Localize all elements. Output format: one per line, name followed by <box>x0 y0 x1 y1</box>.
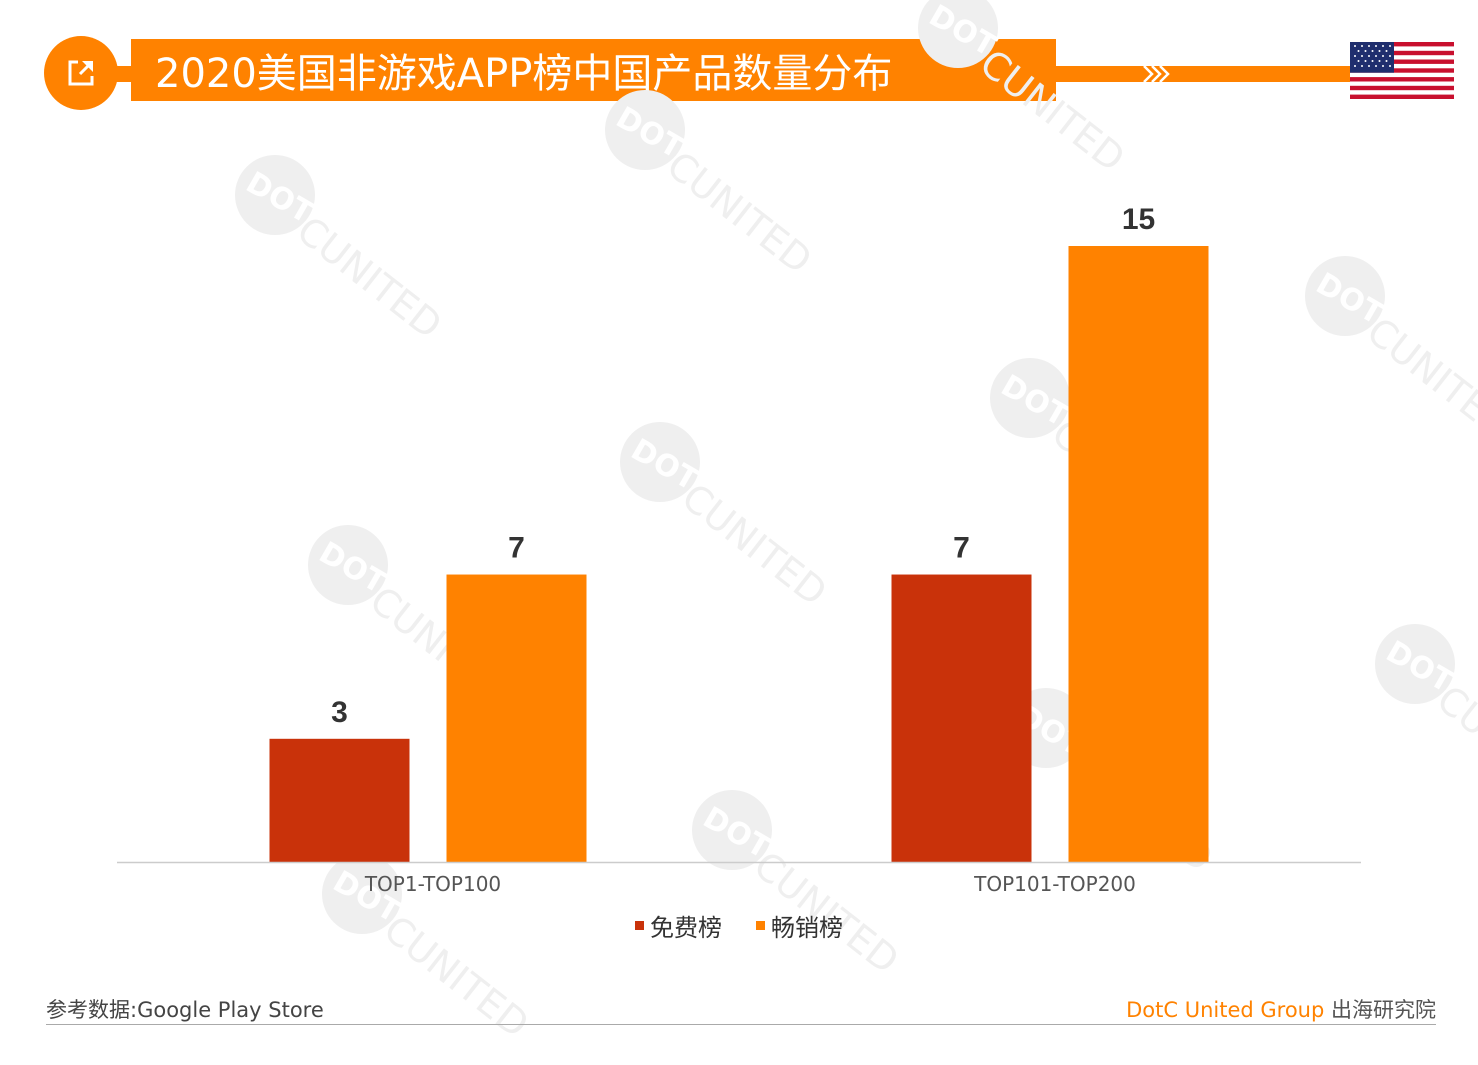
data-source: 参考数据:Google Play Store <box>46 998 324 1022</box>
bar-free-0 <box>269 738 410 862</box>
bar-grossing-1 <box>1068 246 1209 862</box>
brand-credit: DotC United Group 出海研究院 <box>1126 994 1436 1024</box>
legend-item-grossing: 畅销榜 <box>756 908 843 943</box>
data-label: 15 <box>1122 203 1155 236</box>
brand-name: DotC United Group <box>1126 998 1325 1022</box>
x-tick-label: TOP1-TOP100 <box>364 872 501 896</box>
bar-grossing-0 <box>446 574 587 862</box>
legend-swatch-free <box>635 921 644 930</box>
header-icon-badge <box>44 36 118 110</box>
data-label: 7 <box>508 532 525 565</box>
share-external-icon <box>68 60 94 86</box>
legend-item-free: 免费榜 <box>635 908 722 943</box>
chevron-right-icon <box>1143 65 1170 83</box>
header-title-box: 2020美国非游戏APP榜中国产品数量分布 <box>131 39 1056 101</box>
legend-swatch-grossing <box>756 921 765 930</box>
legend-label-free: 免费榜 <box>650 914 722 942</box>
data-label: 3 <box>331 696 348 729</box>
us-flag-icon <box>1350 42 1454 99</box>
brand-institute: 出海研究院 <box>1324 998 1436 1022</box>
page-title: 2020美国非游戏APP榜中国产品数量分布 <box>155 51 893 97</box>
bar-free-1 <box>891 574 1032 862</box>
chart-legend: 免费榜 畅销榜 <box>0 908 1478 943</box>
footer-rule <box>46 1024 1436 1025</box>
data-label: 7 <box>953 532 970 565</box>
x-tick-label: TOP101-TOP200 <box>973 872 1136 896</box>
legend-label-grossing: 畅销榜 <box>771 914 843 942</box>
